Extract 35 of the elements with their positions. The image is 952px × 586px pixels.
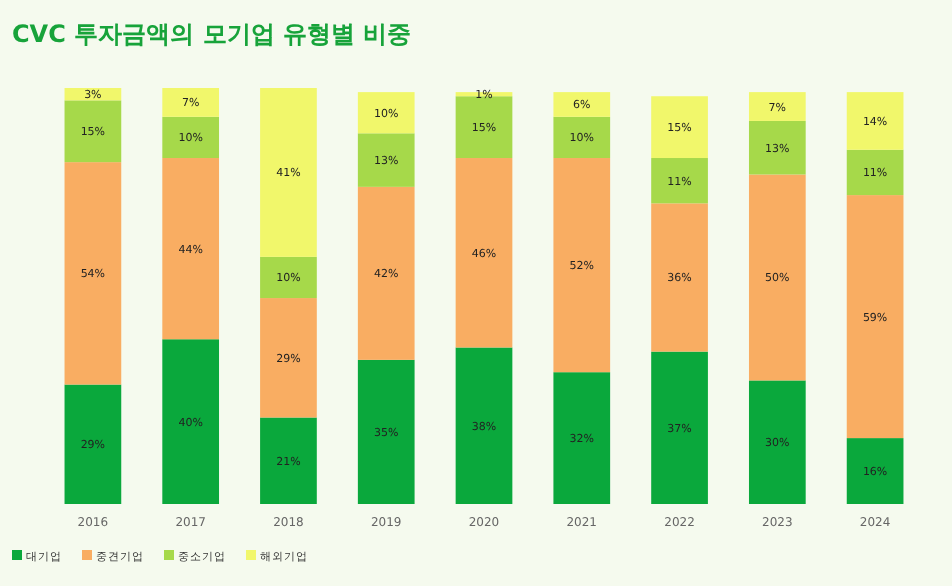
bar — [846, 92, 904, 150]
bar — [748, 92, 806, 121]
bar — [162, 339, 220, 504]
bar — [553, 158, 611, 373]
bar — [748, 120, 806, 175]
bar — [553, 116, 611, 159]
bar — [162, 158, 220, 340]
bar — [455, 96, 513, 159]
bar — [162, 88, 220, 117]
bar — [651, 158, 708, 204]
bar — [260, 256, 317, 299]
bar — [846, 149, 904, 196]
bar — [64, 384, 122, 504]
bar — [455, 347, 513, 504]
bar — [748, 380, 806, 504]
bar — [260, 88, 317, 257]
bar — [846, 195, 904, 439]
bar — [260, 417, 317, 504]
bar — [651, 96, 708, 159]
bar — [357, 359, 415, 504]
bar — [357, 92, 415, 134]
bar — [748, 174, 806, 381]
chart-title: CVC 투자금액의 모기업 유형별 비중 — [12, 20, 412, 48]
bar — [553, 92, 611, 117]
bar — [651, 203, 708, 352]
bar — [357, 186, 415, 360]
bar — [64, 162, 122, 385]
bar — [260, 298, 317, 418]
bar — [357, 133, 415, 187]
bar — [162, 116, 220, 159]
bar — [553, 372, 611, 504]
bar — [846, 438, 904, 504]
bar — [651, 351, 708, 504]
bar — [64, 100, 122, 163]
bar — [455, 158, 513, 348]
